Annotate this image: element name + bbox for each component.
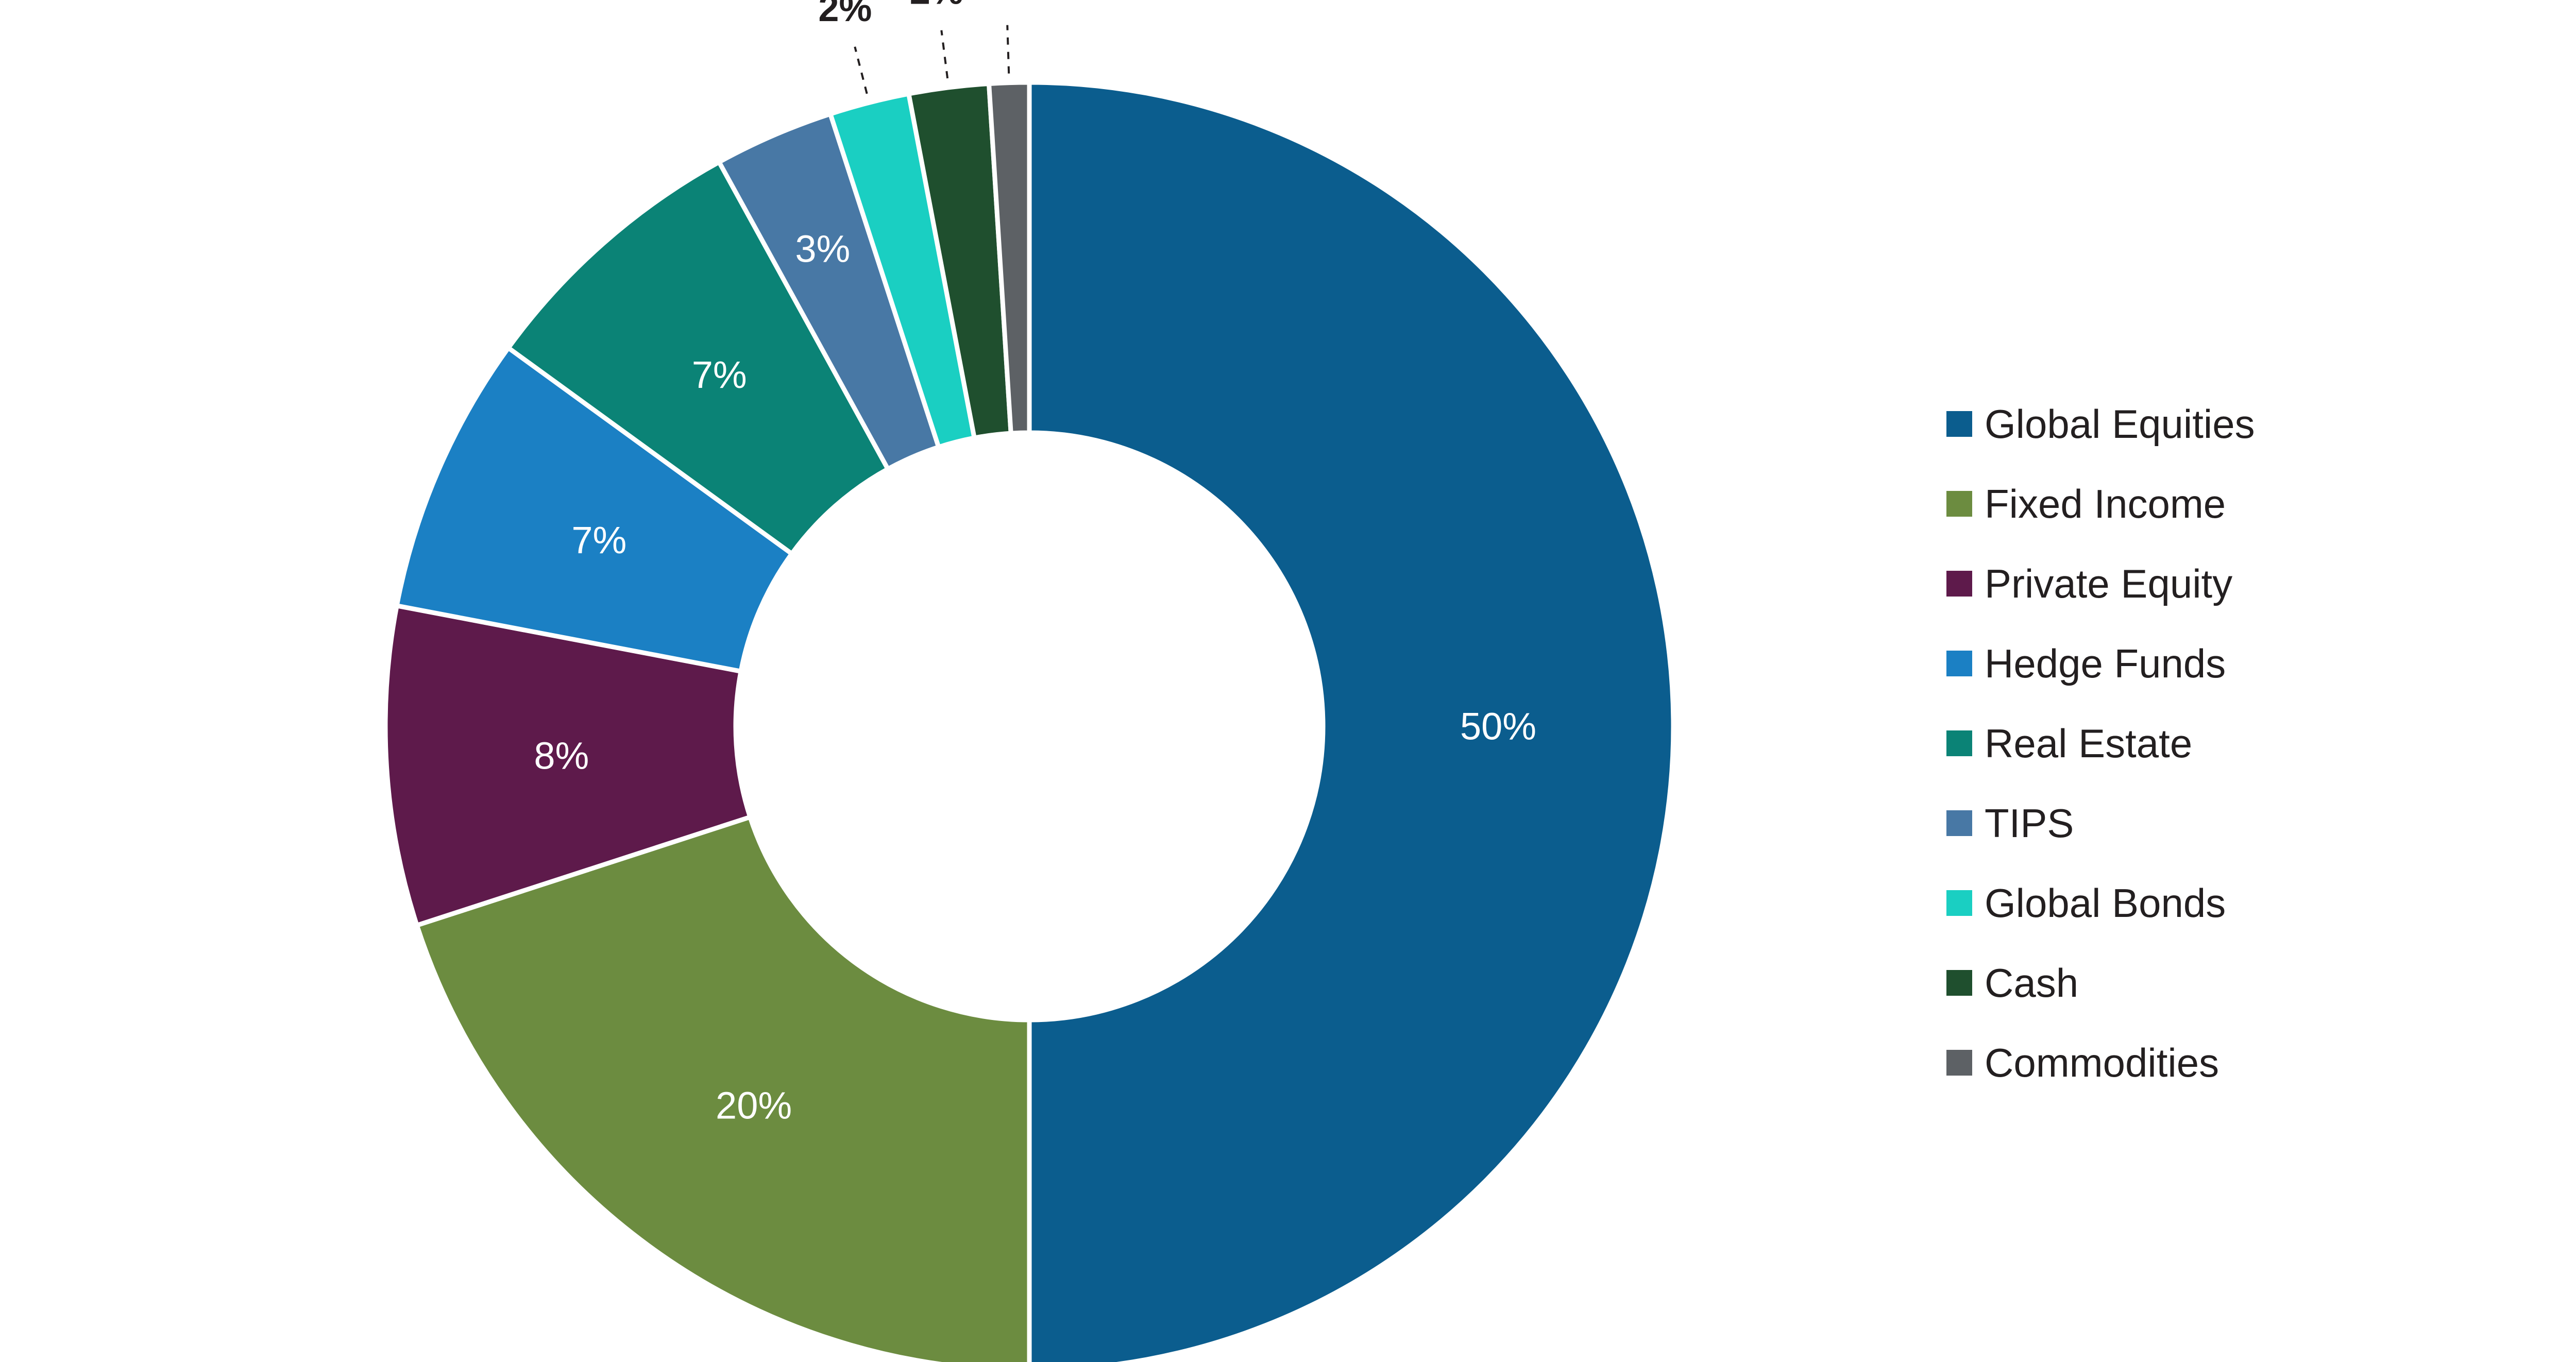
legend-swatch: [1946, 411, 1972, 437]
slice-value-label-global-equities: 50%: [1460, 705, 1536, 748]
pie-slice-global-equities: [1027, 80, 1676, 1362]
legend-label: Real Estate: [1985, 720, 2193, 766]
legend-swatch: [1946, 570, 1972, 597]
legend-label: Global Bonds: [1985, 880, 2226, 926]
pie-slice-private-equity: [383, 603, 753, 928]
pie-slice-commodities: [987, 80, 1032, 436]
legend-swatch: [1946, 969, 1972, 996]
legend-label: TIPS: [1985, 800, 2074, 846]
pie-slice-hedge-funds: [394, 345, 794, 674]
legend-item-cash: Cash: [1946, 943, 2255, 1023]
legend-label: Global Equities: [1985, 401, 2255, 447]
legend-swatch: [1946, 810, 1972, 836]
legend-swatch: [1946, 490, 1972, 517]
legend-swatch: [1946, 890, 1972, 916]
legend-swatch: [1946, 1049, 1972, 1076]
legend-swatch: [1946, 650, 1972, 676]
legend-item-tips: TIPS: [1946, 783, 2255, 863]
slice-value-label-tips: 3%: [795, 228, 850, 270]
legend-item-fixed-income: Fixed Income: [1946, 464, 2255, 543]
slice-value-label-real-estate: 7%: [692, 353, 747, 396]
legend-label: Commodities: [1985, 1040, 2219, 1085]
legend-label: Hedge Funds: [1985, 640, 2226, 686]
legend-item-global-equities: Global Equities: [1946, 384, 2255, 464]
callout-leader-line-commodities: [1006, 25, 1010, 74]
chart-legend: Global Equities Fixed Income Private Equit…: [1946, 384, 2255, 1102]
legend-label: Private Equity: [1985, 560, 2233, 606]
legend-swatch: [1946, 730, 1972, 756]
slice-value-label-private-equity: 8%: [534, 735, 589, 777]
slice-value-callout-commodities: 1%: [979, 0, 1033, 7]
legend-item-commodities: Commodities: [1946, 1023, 2255, 1102]
pie-slice-real-estate: [506, 160, 890, 556]
legend-item-real-estate: Real Estate: [1946, 703, 2255, 783]
slice-value-callout-global-bonds: 2%: [818, 0, 872, 29]
callout-leader-line-cash: [940, 30, 949, 79]
pie-slice-fixed-income: [414, 814, 1032, 1362]
legend-item-private-equity: Private Equity: [1946, 543, 2255, 623]
legend-label: Fixed Income: [1985, 481, 2226, 526]
legend-item-global-bonds: Global Bonds: [1946, 863, 2255, 943]
slice-value-label-hedge-funds: 7%: [571, 519, 626, 561]
legend-label: Cash: [1985, 960, 2079, 1006]
callout-leader-line-global-bonds: [854, 46, 868, 94]
slice-value-label-fixed-income: 20%: [716, 1084, 792, 1127]
legend-item-hedge-funds: Hedge Funds: [1946, 623, 2255, 703]
slice-value-callout-cash: 2%: [910, 0, 963, 12]
